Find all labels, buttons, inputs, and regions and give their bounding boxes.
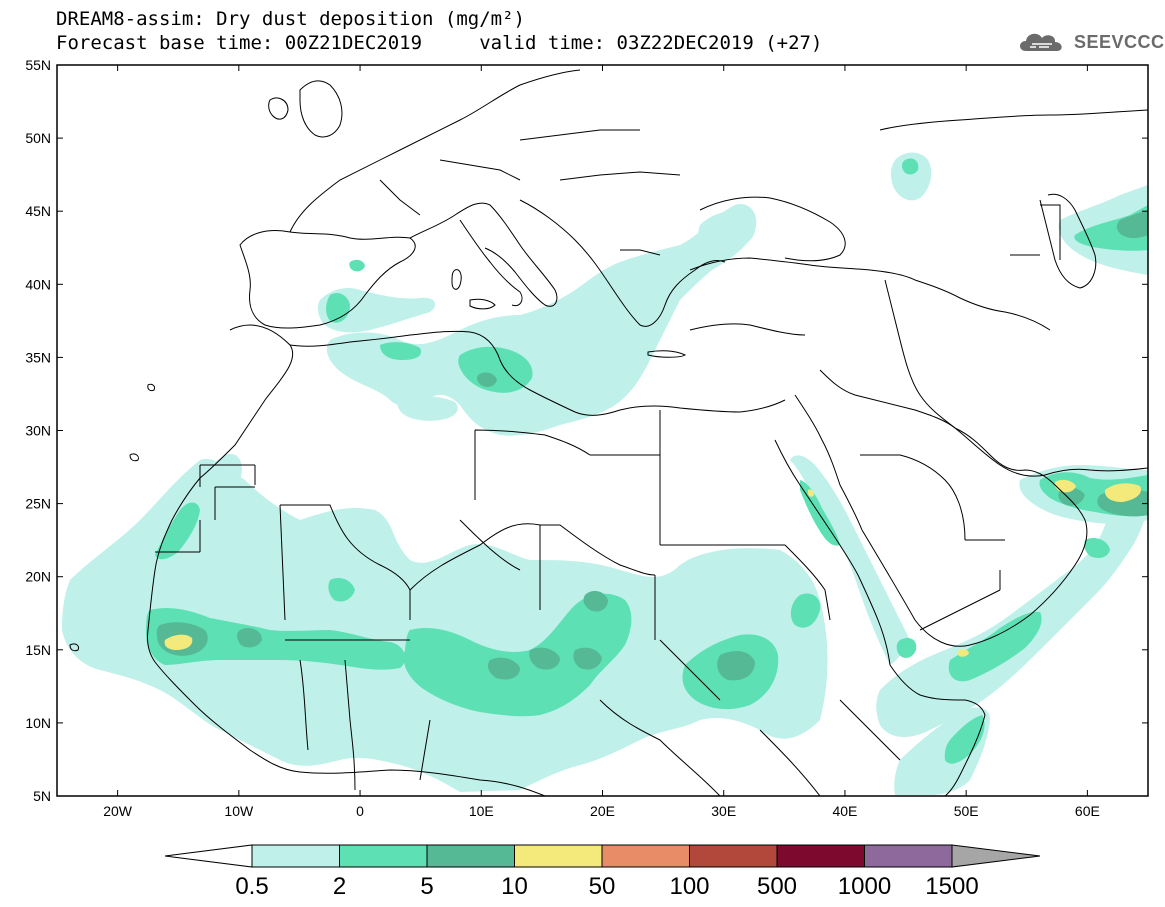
colorbar-level-label: 1500: [925, 873, 978, 900]
colorbar-level-label: 1000: [838, 873, 891, 900]
colorbar-level-label: 2: [333, 873, 346, 900]
lon-tick-label: 10W: [224, 803, 254, 819]
lon-tick-label: 30E: [711, 803, 736, 819]
lat-tick-label: 5N: [33, 788, 51, 804]
colorbar-level-label: 10: [501, 873, 528, 900]
colorbar-segment: [251, 844, 340, 868]
lat-tick-label: 25N: [25, 496, 51, 512]
lat-tick-label: 50N: [25, 130, 51, 146]
colorbar-over-triangle: [951, 844, 1041, 868]
lat-tick-label: 40N: [25, 276, 51, 292]
lon-tick-label: 40E: [832, 803, 857, 819]
lon-tick-label: 50E: [954, 803, 979, 819]
colorbar-segment: [339, 844, 428, 868]
colorbar: 0.5 2 5 10 50 100 500 1000 1500: [164, 844, 1041, 900]
latitude-axis: 55N 50N 45N 40N 35N 30N 25N 20N 15N 10N 5N: [25, 57, 1148, 804]
colorbar-level-label: 50: [589, 873, 616, 900]
lon-tick-label: 60E: [1075, 803, 1100, 819]
lat-tick-label: 55N: [25, 57, 51, 73]
level-10-50-areas: [164, 479, 1141, 657]
lat-tick-label: 45N: [25, 203, 51, 219]
colorbar-segment: [689, 844, 778, 868]
colorbar-level-label: 100: [669, 873, 709, 900]
lon-tick-label: 20W: [103, 803, 133, 819]
lon-tick-label: 10E: [469, 803, 494, 819]
forecast-time-subtitle: Forecast base time: 00Z21DEC2019 valid t…: [56, 32, 823, 54]
colorbar-segment: [426, 844, 515, 868]
lon-tick-label: 0: [356, 803, 364, 819]
lat-tick-label: 20N: [25, 569, 51, 585]
colorbar-segment: [514, 844, 603, 868]
colorbar-segment: [864, 844, 953, 868]
lat-tick-label: 15N: [25, 642, 51, 658]
lon-tick-label: 20E: [590, 803, 615, 819]
lat-tick-label: 35N: [25, 349, 51, 365]
level-0.5-2-areas: [62, 152, 1148, 795]
colorbar-segment: [601, 844, 690, 868]
dust-deposition-fields: [62, 152, 1148, 795]
lat-tick-label: 30N: [25, 423, 51, 439]
colorbar-under-triangle: [164, 844, 253, 868]
cloud-icon: [1020, 33, 1062, 51]
colorbar-level-label: 5: [420, 873, 433, 900]
longitude-axis: 20W 10W 0 10E 20E 30E 40E 50E 60E: [103, 65, 1100, 819]
seevccc-logo: SEEVCCC: [1016, 28, 1165, 56]
lat-tick-label: 10N: [25, 715, 51, 731]
colorbar-level-label: 0.5: [235, 873, 268, 900]
logo-text: SEEVCCC: [1074, 31, 1165, 52]
map-title: DREAM8-assim: Dry dust deposition (mg/m²…: [56, 8, 525, 30]
colorbar-segment: [776, 844, 865, 868]
coastlines-borders: [69, 69, 1148, 796]
colorbar-level-label: 500: [757, 873, 797, 900]
